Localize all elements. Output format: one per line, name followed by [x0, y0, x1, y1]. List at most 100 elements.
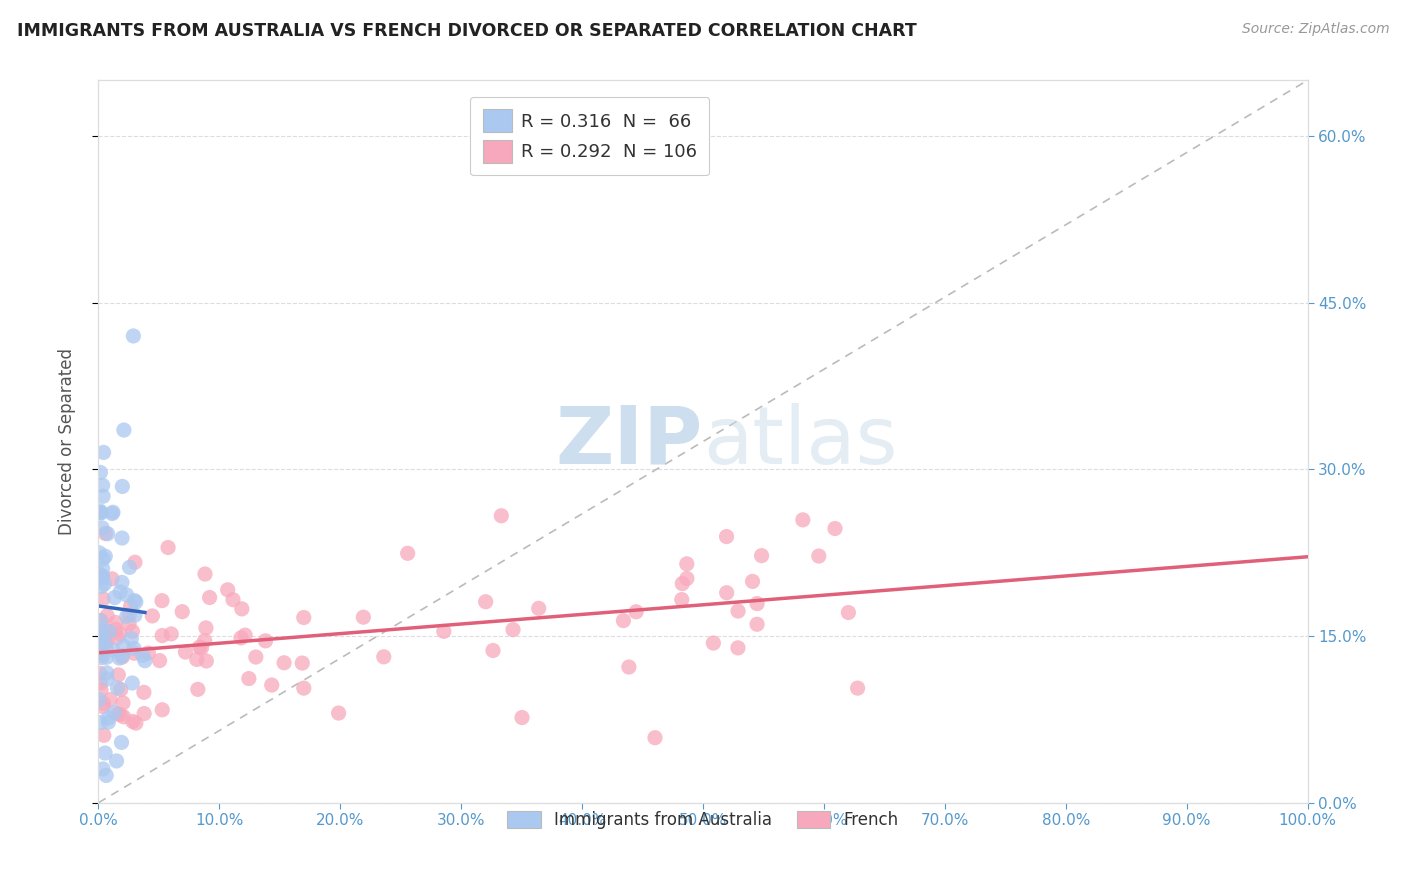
Point: [91, 551, 114, 566]
Y-axis label: Divorced or Separated: Divorced or Separated: [58, 348, 76, 535]
Point: [98, 624, 121, 639]
Point: [90, 614, 112, 628]
Point: [93, 445, 115, 459]
Point: [122, 641, 145, 656]
Point: [98, 692, 121, 706]
Point: [132, 685, 155, 699]
Point: [96, 608, 118, 623]
Point: [352, 610, 374, 624]
Point: [716, 530, 738, 544]
Point: [93, 696, 115, 710]
Point: [671, 592, 693, 607]
Point: [727, 604, 749, 618]
Point: [233, 628, 256, 642]
Point: [108, 627, 131, 641]
Point: [751, 549, 773, 563]
Point: [124, 555, 146, 569]
Point: [115, 609, 138, 624]
Point: [111, 575, 134, 590]
Point: [198, 591, 221, 605]
Point: [141, 609, 163, 624]
Point: [112, 423, 135, 437]
Point: [172, 605, 194, 619]
Point: [741, 574, 763, 589]
Point: [93, 636, 115, 650]
Point: [222, 592, 245, 607]
Point: [89, 715, 111, 730]
Point: [260, 678, 283, 692]
Point: [110, 735, 132, 749]
Point: [671, 576, 693, 591]
Point: [90, 632, 112, 647]
Point: [93, 577, 115, 591]
Point: [115, 588, 138, 602]
Point: [89, 614, 111, 628]
Point: [134, 654, 156, 668]
Point: [97, 526, 120, 541]
Point: [91, 489, 114, 503]
Point: [122, 329, 145, 343]
Point: [474, 595, 496, 609]
Text: Source: ZipAtlas.com: Source: ZipAtlas.com: [1241, 22, 1389, 37]
Point: [433, 624, 456, 639]
Point: [291, 656, 314, 670]
Point: [150, 593, 173, 607]
Point: [118, 616, 141, 631]
Point: [187, 682, 209, 697]
Point: [792, 513, 814, 527]
Point: [491, 508, 513, 523]
Point: [107, 681, 129, 695]
Point: [105, 754, 128, 768]
Point: [118, 560, 141, 574]
Point: [87, 692, 110, 706]
Point: [111, 531, 134, 545]
Point: [108, 707, 131, 722]
Point: [186, 652, 208, 666]
Point: [745, 597, 768, 611]
Point: [121, 624, 143, 639]
Point: [90, 624, 112, 638]
Point: [644, 731, 666, 745]
Point: [121, 714, 143, 729]
Point: [111, 648, 134, 663]
Point: [89, 666, 111, 681]
Point: [174, 645, 197, 659]
Point: [617, 660, 640, 674]
Point: [125, 595, 148, 609]
Point: [727, 640, 749, 655]
Point: [101, 572, 124, 586]
Point: [90, 676, 112, 690]
Point: [90, 627, 112, 641]
Point: [188, 640, 211, 654]
Point: [107, 668, 129, 682]
Point: [97, 715, 120, 730]
Point: [217, 582, 239, 597]
Point: [125, 716, 148, 731]
Point: [675, 557, 697, 571]
Point: [89, 546, 111, 560]
Point: [96, 665, 118, 680]
Point: [108, 651, 131, 665]
Point: [89, 466, 111, 480]
Point: [104, 615, 127, 630]
Point: [328, 706, 350, 720]
Point: [245, 650, 267, 665]
Point: [90, 650, 112, 665]
Point: [624, 605, 647, 619]
Point: [157, 541, 180, 555]
Point: [111, 479, 134, 493]
Point: [112, 639, 135, 653]
Point: [396, 546, 419, 560]
Point: [120, 599, 142, 613]
Point: [111, 650, 134, 665]
Point: [103, 706, 125, 720]
Point: [292, 610, 315, 624]
Point: [138, 646, 160, 660]
Point: [110, 682, 132, 697]
Point: [90, 648, 112, 663]
Point: [510, 710, 533, 724]
Point: [231, 602, 253, 616]
Point: [190, 640, 212, 655]
Point: [150, 703, 173, 717]
Point: [96, 650, 118, 665]
